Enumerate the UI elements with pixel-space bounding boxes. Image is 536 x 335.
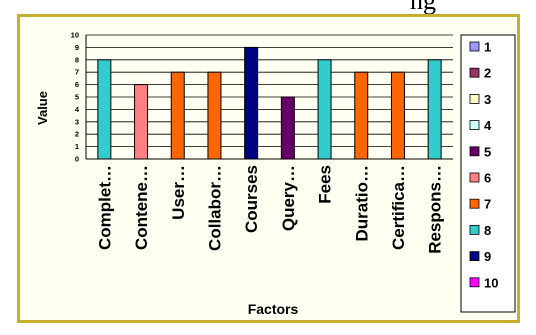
y-tick-label: 3 <box>75 117 79 126</box>
y-axis-title: Value <box>35 91 50 125</box>
bar <box>134 84 149 160</box>
bar <box>244 46 259 160</box>
bar <box>427 59 442 160</box>
legend-label: 3 <box>484 92 491 107</box>
legend-swatch <box>469 251 480 262</box>
legend-label: 5 <box>484 144 491 159</box>
x-tick-label: Complet… <box>95 165 114 250</box>
legend-swatch <box>469 94 480 104</box>
x-tick-label: User… <box>169 165 188 220</box>
legend-swatch <box>469 146 480 157</box>
x-tick-label: Respons… <box>426 165 445 254</box>
legend-label: 9 <box>484 249 491 264</box>
legend-label: 6 <box>484 171 491 186</box>
x-tick-label: Certifica… <box>389 165 408 250</box>
legend-swatch <box>469 224 480 235</box>
x-tick-label: Courses <box>242 165 261 233</box>
x-tick-label: Collabor… <box>205 165 224 251</box>
x-tick-label: Fees <box>316 165 335 204</box>
bar <box>170 71 185 160</box>
x-tick-label: Duratio… <box>352 165 371 242</box>
legend-swatch <box>469 198 480 209</box>
bar <box>354 71 369 160</box>
bar <box>390 71 405 160</box>
legend-swatch <box>469 277 480 288</box>
y-tick-labels: 0 1 2 3 4 5 6 7 8 9 10 <box>71 31 80 164</box>
y-tick-label: 2 <box>75 130 79 139</box>
x-axis-title: Factors <box>248 301 299 317</box>
y-tick-label: 10 <box>71 31 79 40</box>
y-tick-label: 9 <box>75 43 79 52</box>
bar <box>207 71 222 160</box>
bar-chart: 0 1 2 3 4 5 6 7 8 9 10 Complet… Contene… User… Collab… <box>35 31 516 317</box>
y-tick-label: 7 <box>75 68 79 77</box>
legend-swatch <box>469 67 480 78</box>
y-tick-label: 1 <box>75 142 79 151</box>
legend-label: 10 <box>484 275 498 290</box>
x-tick-labels: Complet… Contene… User… Collabor… Courses Que… <box>95 165 444 254</box>
legend-label: 7 <box>484 197 491 212</box>
clipped-heading: ng <box>410 0 436 15</box>
y-tick-label: 8 <box>75 55 79 64</box>
legend: 1 2 3 4 5 6 7 8 9 10 <box>460 34 516 313</box>
x-tick-label: Query… <box>279 165 298 231</box>
bars <box>97 46 442 160</box>
legend-swatch <box>469 41 480 52</box>
legend-swatch <box>469 120 480 130</box>
legend-label: 8 <box>484 223 491 238</box>
legend-swatch <box>469 172 480 183</box>
bar <box>280 96 295 160</box>
x-tick-label: Contene… <box>132 165 151 250</box>
y-tick-label: 4 <box>75 105 80 114</box>
bar <box>317 59 332 160</box>
y-tick-label: 5 <box>75 93 79 102</box>
legend-label: 1 <box>484 40 491 55</box>
chart-area: 0 1 2 3 4 5 6 7 8 9 10 Complet… Contene… User… Collab… <box>17 14 520 323</box>
legend-label: 2 <box>484 66 491 81</box>
legend-label: 4 <box>484 118 492 133</box>
bar <box>97 59 112 160</box>
y-tick-label: 6 <box>75 80 79 89</box>
y-tick-label: 0 <box>75 155 79 164</box>
